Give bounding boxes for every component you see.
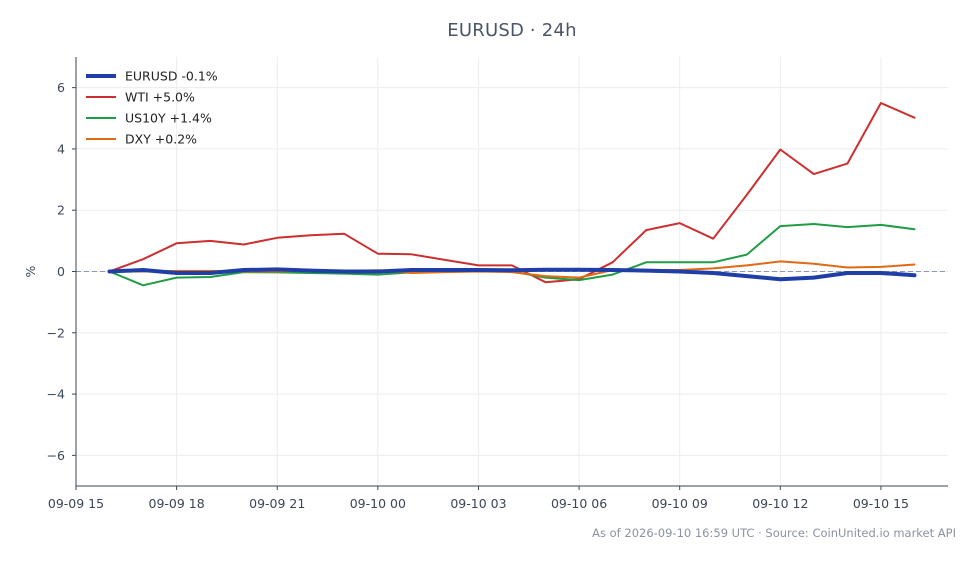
x-tick-label: 09-10 06 bbox=[551, 496, 607, 511]
series-lines bbox=[107, 102, 917, 287]
y-tick-label: 2 bbox=[57, 203, 65, 218]
y-axis-label: % bbox=[23, 265, 38, 277]
legend-label: WTI +5.0% bbox=[125, 90, 195, 105]
y-tick-label: −4 bbox=[47, 387, 65, 402]
series-line bbox=[107, 267, 917, 282]
x-tick-label: 09-10 15 bbox=[853, 496, 909, 511]
chart-title: EURUSD · 24h bbox=[447, 20, 577, 41]
y-tick-label: −2 bbox=[47, 325, 65, 340]
legend-label: EURUSD -0.1% bbox=[125, 69, 218, 84]
x-tick-label: 09-10 00 bbox=[350, 496, 406, 511]
series-line bbox=[108, 102, 916, 284]
x-tick-label: 09-09 21 bbox=[249, 496, 305, 511]
legend-label: DXY +0.2% bbox=[125, 132, 197, 147]
x-tick-label: 09-10 03 bbox=[450, 496, 506, 511]
series-line bbox=[108, 223, 916, 287]
legend-label: US10Y +1.4% bbox=[125, 111, 212, 126]
y-tick-label: 4 bbox=[57, 141, 65, 156]
source-note: As of 2026-09-10 16:59 UTC · Source: Coi… bbox=[592, 526, 956, 540]
axes: −6 −4 −2 0 2 4 6 09-09 15 09-09 18 09-09 21 09-10 … bbox=[23, 57, 948, 511]
legend: EURUSD -0.1% WTI +5.0% US10Y +1.4% DXY +0.2… bbox=[86, 69, 218, 147]
x-tick-label: 09-10 09 bbox=[652, 496, 708, 511]
y-tick-label: 6 bbox=[57, 80, 65, 95]
x-tick-label: 09-09 18 bbox=[149, 496, 205, 511]
y-tick-label: −6 bbox=[47, 448, 65, 463]
y-tick-label: 0 bbox=[57, 264, 65, 279]
x-tick-label: 09-10 12 bbox=[752, 496, 808, 511]
x-tick-label: 09-09 15 bbox=[48, 496, 104, 511]
